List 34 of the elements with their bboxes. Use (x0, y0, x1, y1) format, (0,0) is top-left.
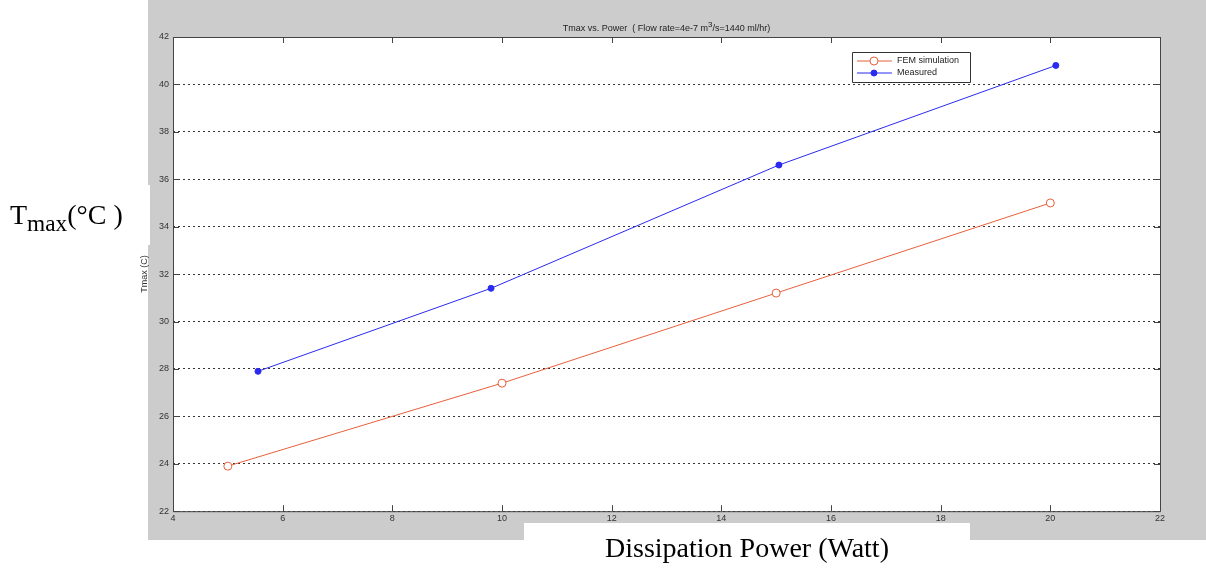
point (254, 367, 262, 375)
y-tick-label: 42 (159, 31, 170, 42)
x-tick-label: 18 (935, 513, 946, 524)
legend-label: Measured (896, 67, 938, 78)
x-tick-label: 14 (716, 513, 727, 524)
y-tick-label: 40 (159, 78, 170, 89)
y-tick-label: 22 (159, 505, 170, 516)
x-tick-label: 20 (1045, 513, 1056, 524)
y-tick-label: 34 (159, 221, 170, 232)
y-tick-label: 28 (159, 363, 170, 374)
y-tick-label: 26 (159, 410, 170, 421)
x-tick-label: 10 (497, 513, 508, 524)
legend-label: FEM simulation (896, 55, 959, 66)
point (771, 288, 781, 298)
point (223, 461, 233, 471)
y-tick-label: 24 (159, 458, 170, 469)
y-tick-label: 30 (159, 316, 170, 326)
x-axis-title: Dissipation Power (Watt) (524, 523, 970, 576)
y-axis-title: T$_{max}$(°C ) (0, 185, 150, 245)
point (497, 378, 507, 388)
point (1052, 61, 1060, 69)
x-tick-label: 8 (389, 513, 395, 524)
x-tick-label: 4 (170, 513, 176, 524)
y-tick-label: 36 (159, 173, 170, 184)
x-tick-label: 6 (280, 513, 286, 524)
y-tick-label: 38 (159, 126, 170, 137)
x-tick-label: 12 (606, 513, 617, 524)
text: Tmax (C) (139, 255, 150, 293)
point (775, 161, 783, 169)
x-tick-label: 16 (826, 513, 837, 524)
y-tick-label: 32 (159, 268, 170, 279)
point (487, 284, 495, 292)
x-tick-label: 22 (1154, 513, 1166, 524)
point (1045, 198, 1055, 208)
